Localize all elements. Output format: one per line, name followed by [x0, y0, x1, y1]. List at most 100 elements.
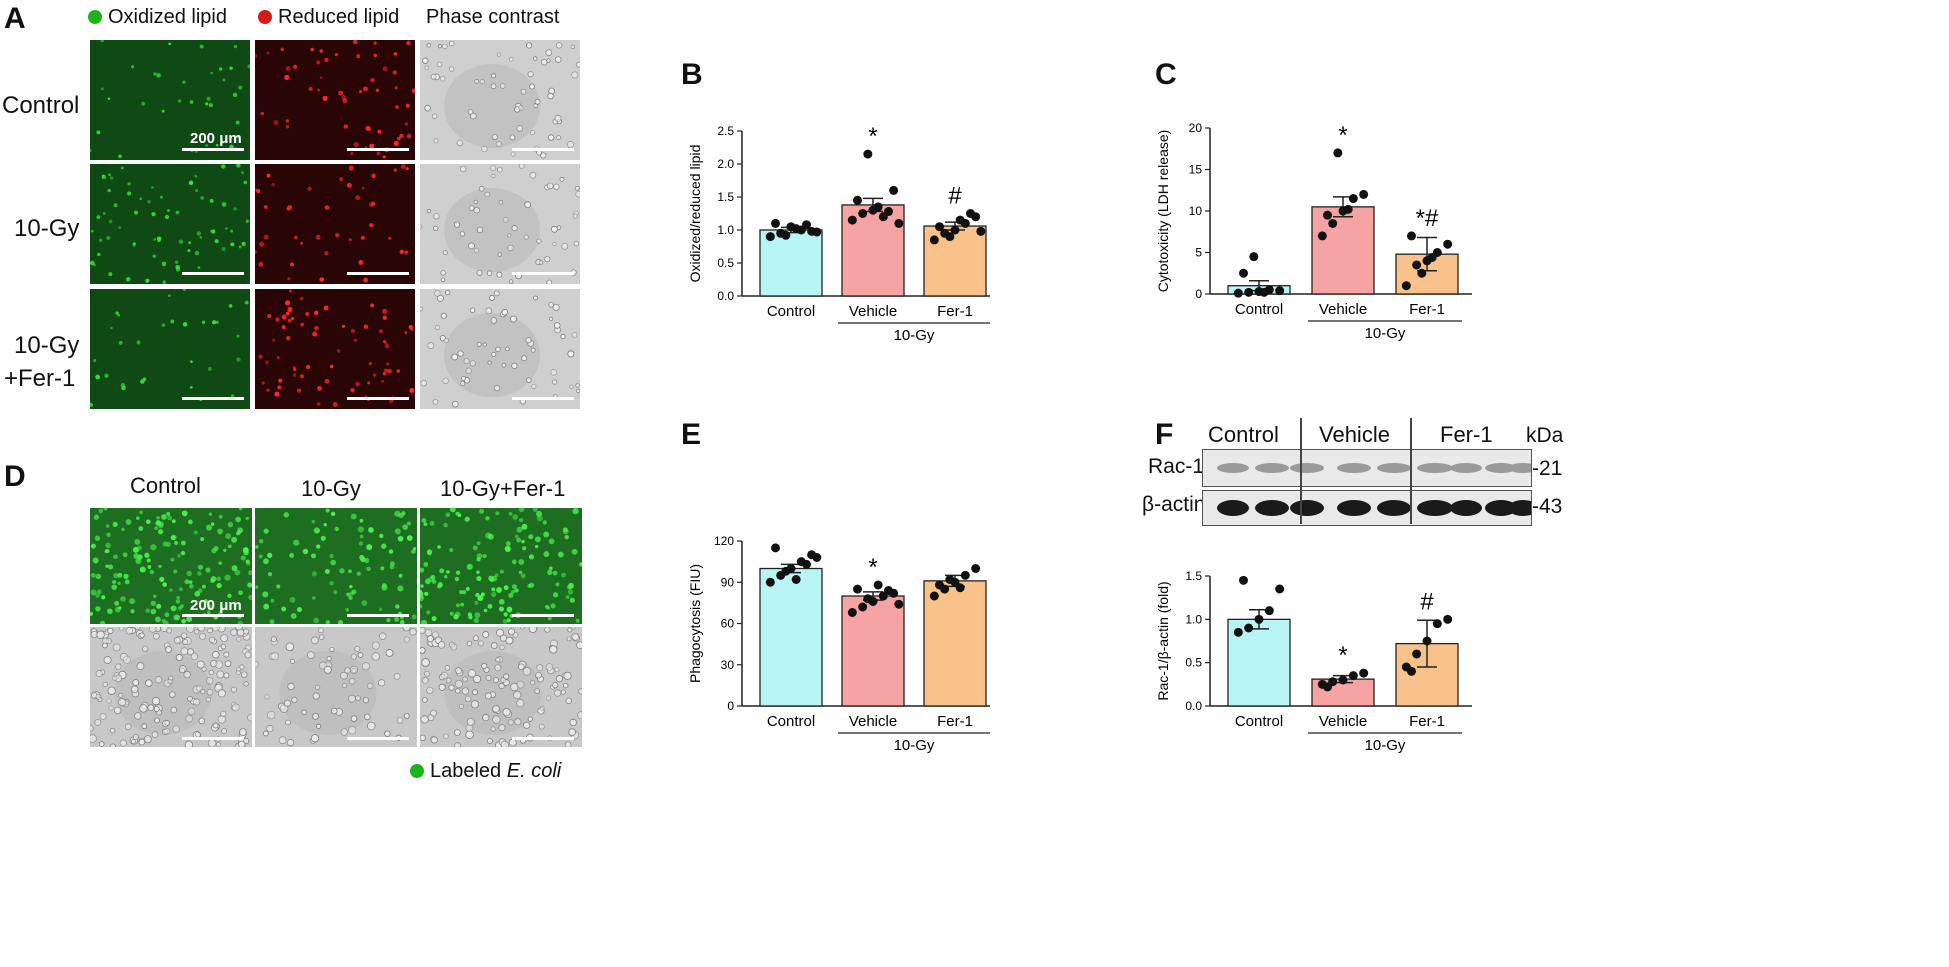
data-point: [945, 232, 955, 242]
data-point: [1264, 606, 1274, 616]
panel-d-letter: D: [4, 460, 26, 493]
blot-group-fer1: Fer-1: [1440, 422, 1493, 447]
blot-group-control: Control: [1208, 422, 1279, 447]
blot-band: [1337, 500, 1371, 516]
data-point: [1348, 671, 1358, 681]
row-label-10gy: 10-Gy: [14, 215, 80, 242]
blot-actin-bands: [1217, 500, 1538, 516]
scale-bar: [182, 614, 244, 617]
blot-band: [1508, 500, 1538, 516]
micrograph-ecoli-fluorescence: [255, 508, 417, 624]
data-point: [955, 215, 965, 225]
column-label-10gy-fer1: 10-Gy+Fer-1: [440, 476, 566, 501]
blot-band: [1255, 463, 1289, 473]
y-tick-label: 2.0: [717, 157, 734, 171]
scale-bar-label-a: 200 μm: [190, 130, 242, 147]
micrograph-ecoli-phase: [420, 627, 582, 747]
data-point: [1407, 666, 1416, 676]
y-tick-label: 0: [727, 699, 734, 713]
blot-band: [1450, 463, 1482, 473]
significance-mark: *: [1338, 122, 1347, 149]
panel-f-letter: F: [1155, 418, 1174, 451]
category-label: Fer-1: [937, 303, 973, 320]
category-label: Control: [1235, 713, 1283, 730]
category-label: Control: [1235, 301, 1283, 318]
category-label: Fer-1: [1409, 301, 1445, 318]
scale-bar: [347, 397, 409, 400]
micrograph-phase-contrast: [420, 40, 580, 160]
y-tick-label: 1.5: [1185, 569, 1202, 583]
micrograph-ecoli-phase: [90, 627, 252, 747]
chart-b-oxidized-reduced: 0.0 0.5 1.0 1.5 2.0 2.5 Oxidized/reduced lipid…: [687, 123, 990, 344]
scale-bar: [512, 614, 574, 617]
scale-bar: [182, 272, 244, 275]
data-point: [955, 583, 965, 593]
y-axis-label: Rac-1/β-actin (fold): [1155, 581, 1171, 700]
blot-band: [1417, 463, 1453, 473]
blot-label-actin: β-actin-: [1142, 493, 1213, 516]
data-point: [1401, 281, 1411, 291]
blot-kda-43: -43: [1532, 495, 1563, 518]
scale-bar: [182, 737, 244, 740]
blot-band: [1485, 463, 1517, 473]
group-label: 10-Gy: [1365, 737, 1406, 754]
category-label: Vehicle: [849, 303, 897, 320]
data-point: [791, 224, 801, 234]
data-point: [1244, 623, 1254, 633]
category-label: Vehicle: [849, 713, 897, 730]
group-label: 10-Gy: [894, 327, 935, 344]
data-point: [1275, 584, 1285, 594]
micrograph-ecoli-phase: [255, 627, 417, 747]
blot-band: [1485, 500, 1517, 516]
scale-bar: [512, 397, 574, 400]
panel-c-letter: C: [1155, 58, 1177, 91]
data-point: [884, 586, 893, 595]
green-dot-icon: [410, 764, 424, 778]
blot-label-rac1: Rac-1-: [1148, 455, 1212, 478]
blot-actin: [1202, 490, 1538, 526]
data-point: [966, 209, 975, 218]
data-point: [1422, 636, 1432, 646]
data-point: [853, 584, 862, 594]
scale-bar: [347, 614, 409, 617]
y-axis-label: Phagocytosis (FIU): [687, 564, 703, 683]
legend-phase-contrast: Phase contrast: [426, 6, 560, 28]
data-point: [1244, 287, 1254, 297]
micrograph-reduced-lipid: [255, 40, 415, 160]
data-point: [791, 575, 801, 584]
blot-kda-21: -21: [1532, 457, 1563, 480]
data-point: [765, 577, 775, 587]
row-label-control: Control: [2, 92, 80, 119]
data-point: [1443, 614, 1453, 624]
data-point: [771, 218, 780, 228]
blot-band: [1377, 500, 1411, 516]
micrograph-oxidized-lipid: [90, 40, 250, 160]
y-tick-label: 0.0: [717, 289, 734, 303]
blot-band: [1217, 500, 1249, 516]
legend-reduced-lipid: Reduced lipid: [258, 6, 399, 29]
category-label: Fer-1: [1409, 713, 1445, 730]
y-tick-label: 30: [721, 658, 735, 672]
column-label-10gy: 10-Gy: [301, 476, 361, 501]
data-point: [873, 202, 883, 212]
data-point: [1412, 649, 1422, 659]
y-tick-label: 15: [1189, 163, 1203, 177]
data-point: [1359, 668, 1369, 678]
data-point: [960, 570, 970, 580]
data-point: [858, 602, 868, 612]
y-axis-label: Cytotoxicity (LDH release): [1155, 130, 1171, 293]
row-label-10gy-fer1-line2: +Fer-1: [4, 365, 76, 392]
data-point: [884, 207, 893, 217]
data-point: [1233, 627, 1243, 637]
category-label: Control: [767, 713, 815, 730]
y-tick-label: 0.0: [1185, 699, 1202, 713]
bar: [923, 580, 987, 707]
chart-c-cytotoxicity: 0 5 10 15 20 Cytotoxicity (LDH release) Contro…: [1155, 121, 1472, 342]
significance-mark: *: [868, 554, 877, 581]
chart-f-rac1: 0.0 0.5 1.0 1.5 Rac-1/β-actin (fold) Control V…: [1155, 569, 1472, 754]
data-point: [950, 225, 960, 235]
chart-e-phagocytosis: 0 30 60 90 120 Phagocytosis (FIU) Control Vehic…: [687, 534, 990, 754]
data-point: [873, 580, 883, 590]
data-point: [1412, 260, 1422, 270]
data-point: [976, 226, 986, 236]
